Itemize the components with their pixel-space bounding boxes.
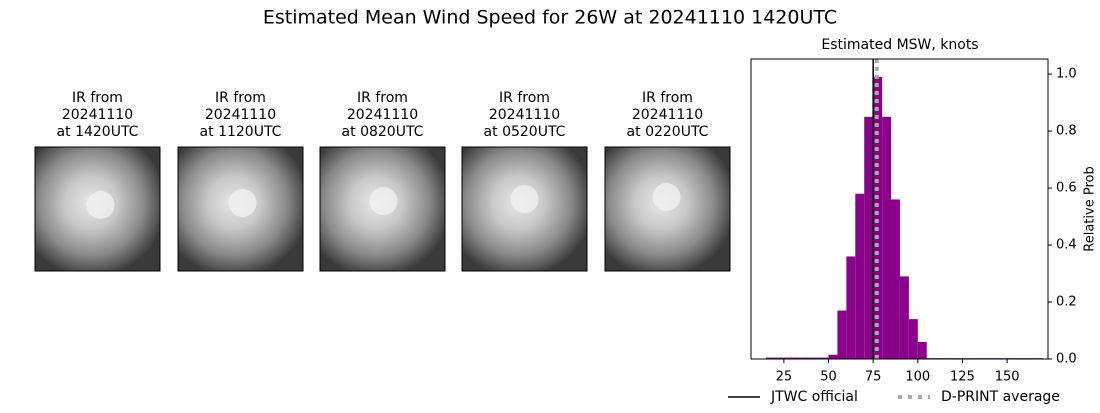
bar: [917, 341, 927, 359]
image-caption: at 1120UTC: [200, 124, 282, 140]
bar: [891, 199, 900, 359]
image-caption: at 1420UTC: [57, 124, 139, 140]
image-eye: [369, 187, 398, 215]
figure-title: Estimated Mean Wind Speed for 26W at 202…: [263, 7, 837, 29]
image-caption: 20241110: [489, 107, 560, 123]
image-caption: IR from: [215, 90, 266, 106]
bar: [819, 357, 829, 359]
image-eye: [652, 183, 681, 211]
bar: [774, 357, 784, 359]
x-tick-label: 25: [776, 370, 793, 385]
image-caption: at 0520UTC: [484, 124, 566, 140]
bar: [837, 310, 847, 359]
y-tick-label: 0.8: [1056, 124, 1077, 139]
bar: [828, 354, 838, 359]
image-caption: IR from: [499, 90, 550, 106]
chart-title: Estimated MSW, knots: [821, 37, 978, 53]
bar: [766, 357, 775, 359]
bar: [899, 276, 909, 359]
image-caption: 20241110: [347, 107, 418, 123]
y-tick-label: 1.0: [1056, 67, 1077, 82]
y-tick-label: 0.4: [1056, 238, 1077, 253]
plot-frame: [750, 58, 1049, 360]
x-tick-label: 100: [905, 370, 930, 385]
bar: [864, 116, 874, 360]
image-caption: 20241110: [632, 107, 703, 123]
x-tick-label: 125: [950, 370, 975, 385]
y-tick-label: 0.0: [1056, 352, 1077, 367]
bar: [801, 357, 811, 359]
bar: [873, 76, 883, 359]
image-caption: IR from: [642, 90, 693, 106]
image-caption: 20241110: [62, 107, 133, 123]
image-caption: IR from: [357, 90, 408, 106]
bar: [855, 193, 865, 359]
image-caption: at 0820UTC: [342, 124, 424, 140]
bar: [792, 357, 802, 359]
bar: [882, 116, 892, 360]
image-caption: IR from: [72, 90, 123, 106]
image-eye: [86, 191, 115, 219]
image-caption: at 0220UTC: [627, 124, 709, 140]
image-eye: [510, 185, 539, 213]
legend-label: D-PRINT average: [941, 389, 1060, 405]
bar: [908, 319, 918, 359]
y-tick-label: 0.6: [1056, 181, 1077, 196]
x-tick-label: 150: [995, 370, 1020, 385]
x-tick-label: 75: [865, 370, 882, 385]
bar: [810, 357, 820, 359]
image-eye: [228, 189, 257, 217]
y-tick-label: 0.2: [1056, 295, 1077, 310]
y-axis-label: Relative Prob: [1083, 166, 1098, 251]
x-tick-label: 50: [820, 370, 837, 385]
image-caption: 20241110: [205, 107, 276, 123]
bar: [846, 256, 856, 359]
bar: [783, 357, 793, 359]
legend-label: JTWC official: [770, 389, 858, 405]
